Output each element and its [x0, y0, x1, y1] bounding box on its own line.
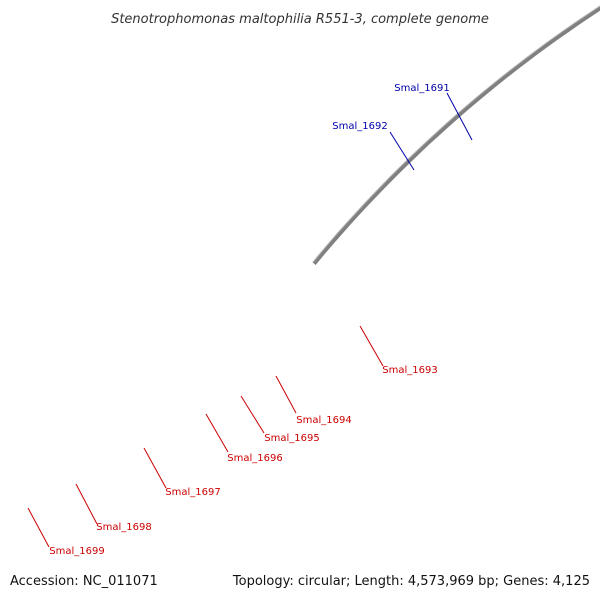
gene-label[interactable]: Smal_1691	[394, 83, 449, 94]
gene-label-leader	[359, 325, 384, 367]
accession-text: Accession: NC_011071	[10, 574, 158, 589]
gene-label[interactable]: Smal_1695	[264, 433, 319, 444]
genome-title: Stenotrophomonas maltophilia R551-3, com…	[111, 12, 489, 27]
genome-backbone	[312, 6, 600, 265]
gene-label-leader	[389, 131, 415, 171]
gene-label-leader	[75, 483, 98, 525]
gene-label[interactable]: Smal_1696	[227, 453, 282, 464]
genome-summary: Topology: circular; Length: 4,573,969 bp…	[232, 574, 590, 589]
gene-label[interactable]: Smal_1692	[332, 121, 387, 132]
gene-label-leader	[205, 413, 229, 453]
gene-label[interactable]: Smal_1698	[96, 522, 151, 533]
gene-label-leader	[143, 447, 167, 489]
backbone-highlight	[312, 5, 600, 263]
gene-label-leader	[27, 507, 50, 548]
genome-map[interactable]: 1900 kbp1901 kbp1902 kbp1903 kbp1904 kbp…	[27, 0, 600, 557]
gene-label-leader	[240, 395, 265, 434]
gene-label[interactable]: Smal_1693	[382, 365, 437, 376]
gene-label[interactable]: Smal_1694	[296, 415, 351, 426]
info-footer: Accession: NC_011071 Topology: circular;…	[10, 574, 590, 589]
gene-label-leader	[446, 92, 473, 141]
gene-label[interactable]: Smal_1697	[165, 487, 220, 498]
gene-label-leader	[275, 375, 297, 414]
gene-label[interactable]: Smal_1699	[49, 546, 104, 557]
